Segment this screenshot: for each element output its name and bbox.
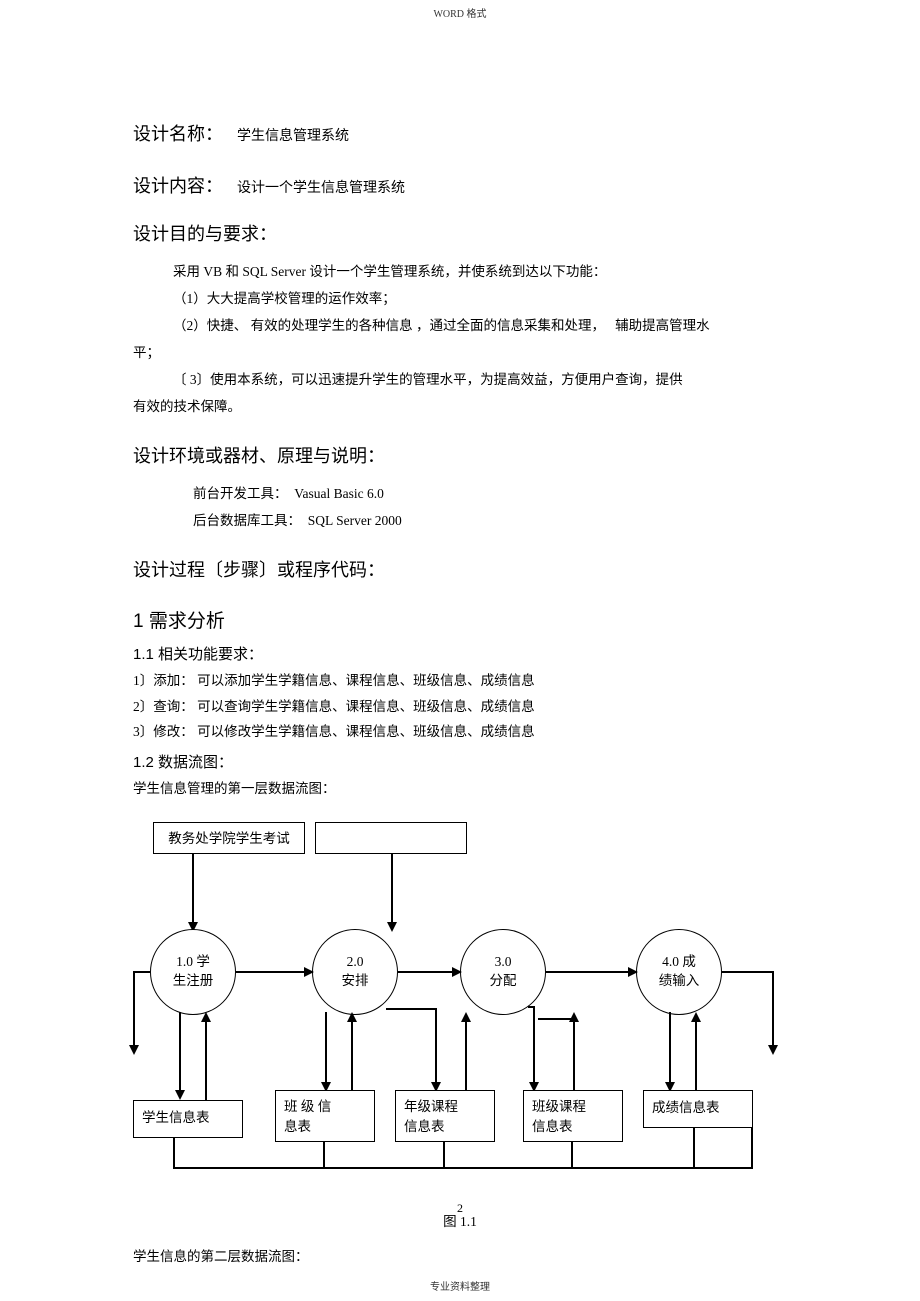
label-design-name: 设计名称： <box>133 124 223 144</box>
edge <box>443 1142 445 1167</box>
env-line-1: 后台数据库工具： SQL Server 2000 <box>133 507 787 534</box>
edge <box>192 854 194 924</box>
heading-1-req: 1 需求分析 <box>133 606 787 633</box>
edge <box>669 1012 671 1084</box>
edge <box>573 1020 575 1090</box>
edge <box>533 1008 535 1084</box>
node-bottom-3: 年级课程信息表 <box>395 1090 495 1142</box>
arrowhead-icon <box>452 967 462 977</box>
arrowhead-icon <box>569 1012 579 1022</box>
arrowhead-icon <box>201 1012 211 1022</box>
edge <box>133 971 150 973</box>
purpose-p1: （1）大大提高学校管理的运作效率； <box>133 285 787 312</box>
node-top-2 <box>315 822 467 854</box>
edge <box>528 1006 535 1008</box>
env-line-0: 前台开发工具： Vasual Basic 6.0 <box>133 480 787 507</box>
node-bottom-4-l1: 班级课程 <box>532 1099 586 1114</box>
node-circle-3: 3.0分配 <box>460 929 546 1015</box>
arrowhead-icon <box>691 1012 701 1022</box>
purpose-p3: 平； <box>133 339 787 366</box>
edge <box>695 1020 697 1090</box>
edge <box>386 1008 437 1010</box>
edge <box>435 1010 437 1084</box>
purpose-body: 采用 VB 和 SQL Server 设计一个学生管理系统，并使系统到达以下功能… <box>133 258 787 420</box>
purpose-p0: 采用 VB 和 SQL Server 设计一个学生管理系统，并使系统到达以下功能… <box>133 258 787 285</box>
node-bottom-2: 班 级 信息表 <box>275 1090 375 1142</box>
heading-purpose: 设计目的与要求： <box>133 220 787 246</box>
edge <box>546 971 630 973</box>
node-circle-4: 4.0 成绩输入 <box>636 929 722 1015</box>
edge <box>205 1020 207 1100</box>
purpose-p5: 有效的技术保障。 <box>133 393 787 420</box>
arrowhead-icon <box>387 922 397 932</box>
heading-1-1: 1.1 相关功能要求： <box>133 643 787 664</box>
node-circle-2: 2.0安排 <box>312 929 398 1015</box>
edge <box>722 971 774 973</box>
circle-4-text: 4.0 成绩输入 <box>659 953 700 991</box>
node-bottom-4-l2: 信息表 <box>532 1119 573 1134</box>
header-label: WORD 格式 <box>0 5 920 20</box>
circle-3-text: 3.0分配 <box>490 953 517 991</box>
arrowhead-icon <box>628 967 638 977</box>
circle-1-text: 1.0 学生注册 <box>173 953 214 991</box>
page-number: 2 <box>0 1201 920 1216</box>
arrowhead-icon <box>461 1012 471 1022</box>
purpose-p4: 〔 3〕使用本系统，可以迅速提升学生的管理水平，为提高效益，方便用户查询，提供 <box>133 366 787 393</box>
edge <box>391 854 393 924</box>
heading-1-2: 1.2 数据流图： <box>133 751 787 772</box>
node-bottom-2-l2: 息表 <box>284 1119 311 1134</box>
heading-process: 设计过程〔步骤〕或程序代码： <box>133 556 787 582</box>
edge <box>133 971 135 1047</box>
arrowhead-icon <box>175 1090 185 1100</box>
req-item-0: 1〕添加： 可以添加学生学籍信息、课程信息、班级信息、成绩信息 <box>133 668 787 694</box>
edge <box>465 1020 467 1090</box>
value-design-name: 学生信息管理系统 <box>237 129 349 144</box>
flowchart: 教务处学院学生考试 1.0 学生注册 2.0安排 3.0分配 4.0 成绩输入 <box>133 822 787 1192</box>
node-bottom-3-l1: 年级课程 <box>404 1099 458 1114</box>
req-item-1: 2〕查询： 可以查询学生学籍信息、课程信息、班级信息、成绩信息 <box>133 694 787 720</box>
arrowhead-icon <box>768 1045 778 1055</box>
edge <box>772 971 774 1047</box>
edge <box>351 1020 353 1090</box>
arrowhead-icon <box>347 1012 357 1022</box>
edge <box>693 1128 695 1167</box>
purpose-p2: （2）快捷、 有效的处理学生的各种信息 ，通过全面的信息采集和处理， 辅助提高管… <box>133 312 787 339</box>
edge-bus <box>173 1167 753 1169</box>
edge <box>236 971 306 973</box>
node-bottom-3-l2: 信息表 <box>404 1119 445 1134</box>
page: WORD 格式 设计名称： 学生信息管理系统 设计内容： 设计一个学生信息管理系… <box>0 0 920 1301</box>
caption-before: 学生信息管理的第一层数据流图： <box>133 776 787 802</box>
edge <box>571 1142 573 1167</box>
req-item-2: 3〕修改： 可以修改学生学籍信息、课程信息、班级信息、成绩信息 <box>133 719 787 745</box>
edge <box>179 1012 181 1092</box>
document-content: 设计名称： 学生信息管理系统 设计内容： 设计一个学生信息管理系统 设计目的与要… <box>133 0 787 1269</box>
circle-2-text: 2.0安排 <box>342 953 369 991</box>
node-top-1: 教务处学院学生考试 <box>153 822 305 854</box>
arrowhead-icon <box>129 1045 139 1055</box>
node-bottom-5: 成绩信息表 <box>643 1090 753 1128</box>
edge <box>173 1138 175 1167</box>
edge <box>751 1128 753 1167</box>
edge <box>398 971 454 973</box>
title-line-content: 设计内容： 设计一个学生信息管理系统 <box>133 172 787 198</box>
node-bottom-4: 班级课程信息表 <box>523 1090 623 1142</box>
arrowhead-icon <box>304 967 314 977</box>
title-line-name: 设计名称： 学生信息管理系统 <box>133 120 787 146</box>
label-design-content: 设计内容： <box>133 176 223 196</box>
node-bottom-1: 学生信息表 <box>133 1100 243 1138</box>
heading-env: 设计环境或器材、原理与说明： <box>133 442 787 468</box>
node-bottom-2-l1: 班 级 信 <box>284 1099 331 1114</box>
footer-label: 专业资料整理 <box>0 1278 920 1293</box>
edge <box>323 1142 325 1167</box>
value-design-content: 设计一个学生信息管理系统 <box>237 181 405 196</box>
caption-after: 学生信息的第二层数据流图： <box>133 1244 787 1270</box>
node-circle-1: 1.0 学生注册 <box>150 929 236 1015</box>
edge <box>325 1012 327 1084</box>
env-body: 前台开发工具： Vasual Basic 6.0 后台数据库工具： SQL Se… <box>133 480 787 534</box>
